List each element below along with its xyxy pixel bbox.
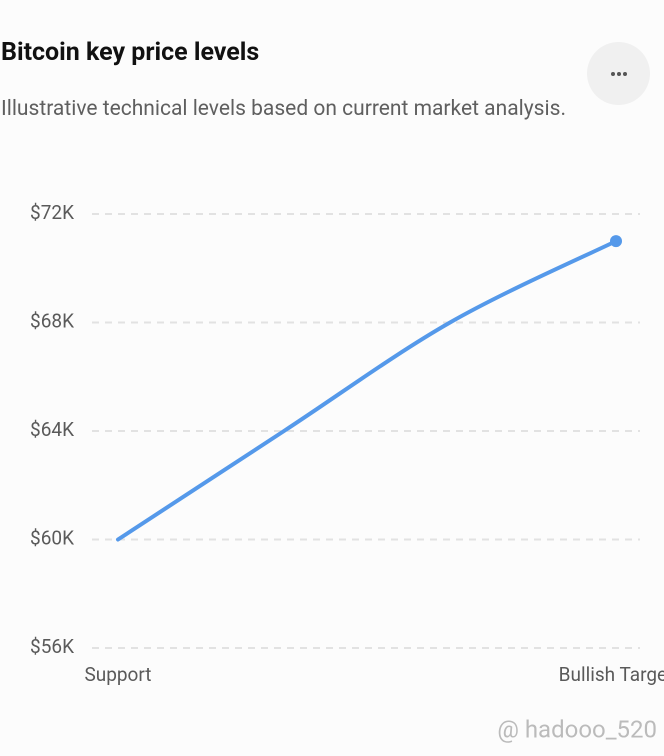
more-button[interactable] (587, 42, 650, 105)
x-tick-label: Support (84, 663, 151, 686)
y-tick-label: $64K (30, 418, 74, 441)
y-tick-label: $60K (30, 527, 74, 550)
end-point (610, 235, 622, 248)
card-subtitle: Illustrative technical levels based on c… (1, 97, 566, 121)
dot (617, 72, 621, 76)
y-tick-label: $72K (30, 201, 74, 224)
card-title: Bitcoin key price levels (1, 38, 260, 67)
x-tick-label: Bullish Target (559, 663, 664, 686)
price-line (116, 239, 618, 542)
dot (611, 72, 615, 76)
watermark: @ hadooo_520 (497, 715, 657, 743)
dot (623, 72, 627, 76)
y-tick-label: $56K (30, 635, 74, 658)
y-tick-label: $68K (30, 310, 74, 333)
